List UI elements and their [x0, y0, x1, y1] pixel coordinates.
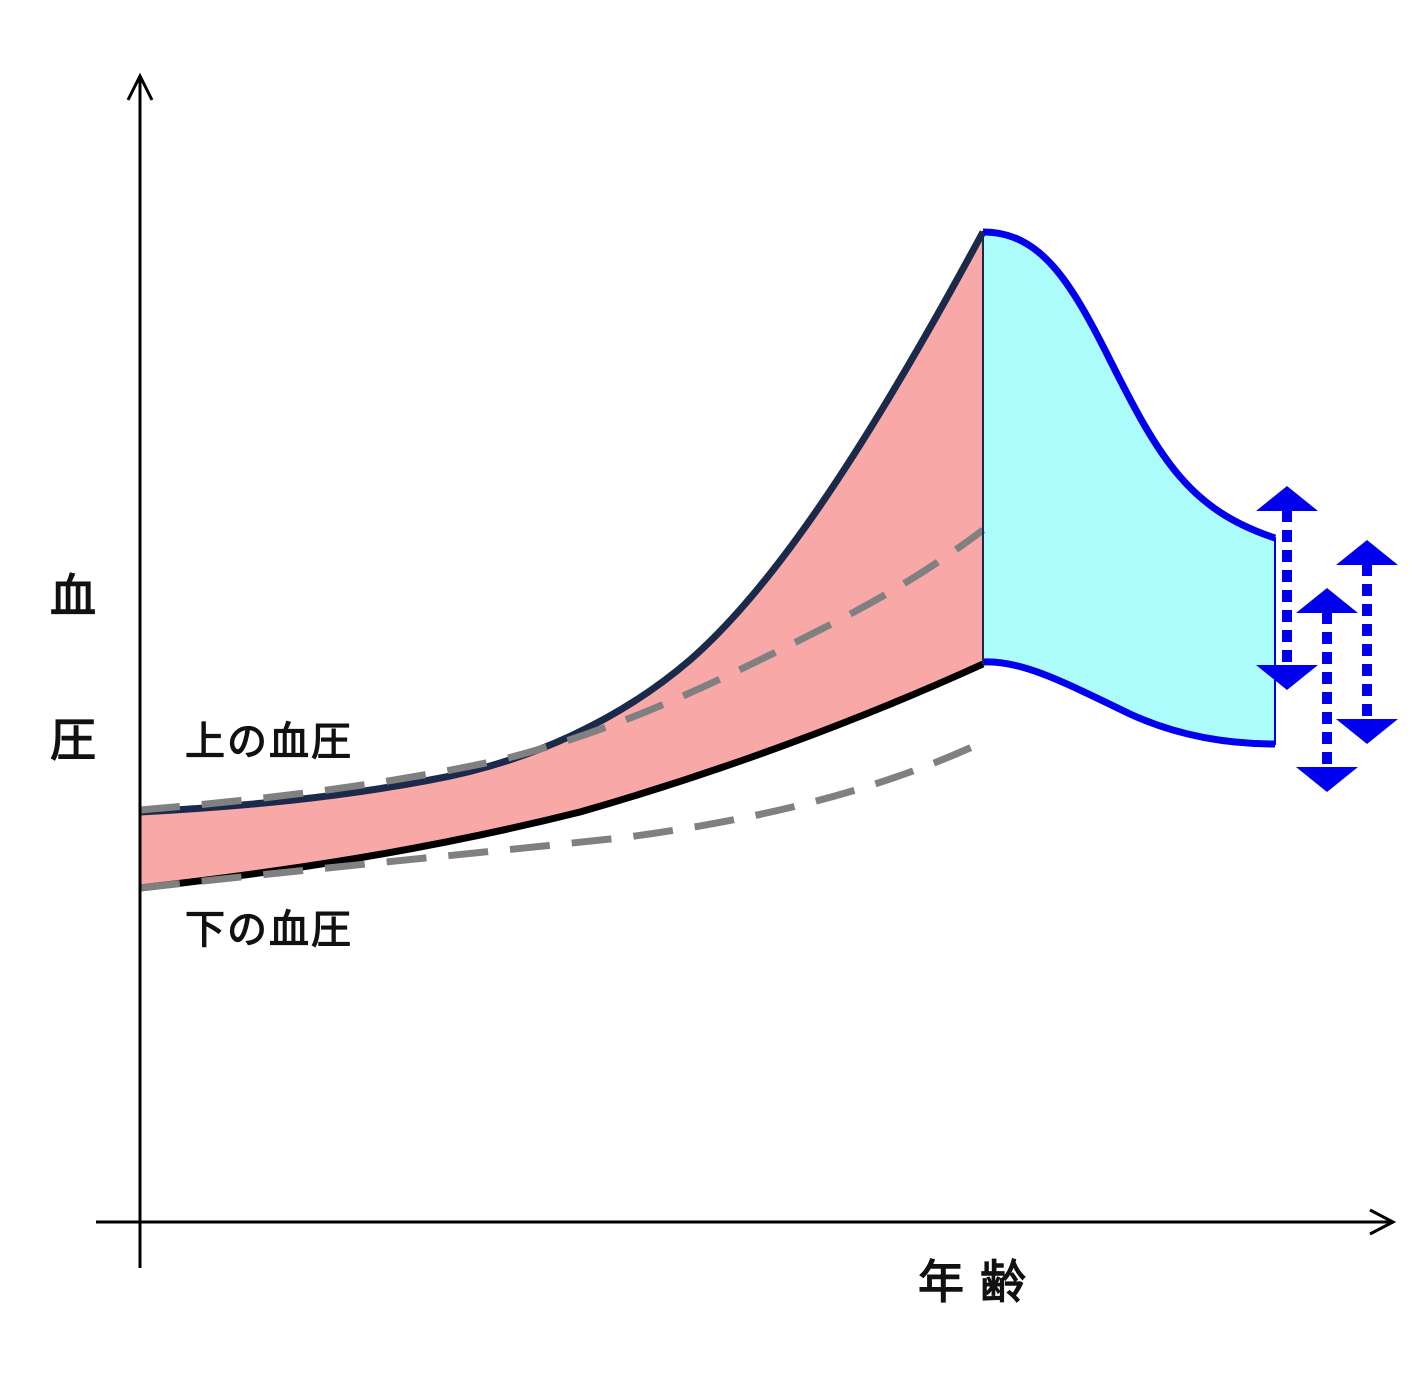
y-axis-label-char-1: 血 [50, 569, 96, 623]
upper-pressure-after-peak-curve [982, 228, 1277, 542]
upper-reference-dashed-curve [139, 527, 986, 814]
upper-pressure-label: 上の血圧 [185, 719, 353, 765]
lower-pressure-label: 下の血圧 [185, 907, 353, 953]
x-axis-arrowhead-icon [1369, 1208, 1397, 1236]
y-axis-label-char-2: 圧 [50, 713, 96, 767]
range-arrow-2-icon [1296, 588, 1358, 792]
range-arrow-3-icon [1336, 540, 1398, 744]
y-axis-arrowhead-icon [126, 72, 154, 101]
upper-pressure-curve [139, 230, 987, 816]
lower-reference-dashed-curve [139, 738, 985, 892]
range-arrow-1-icon [1256, 486, 1318, 690]
lower-pressure-after-peak-curve [982, 658, 1276, 748]
x-axis-label: 年 齢 [918, 1255, 1026, 1309]
rising-pressure-band [140, 232, 983, 888]
